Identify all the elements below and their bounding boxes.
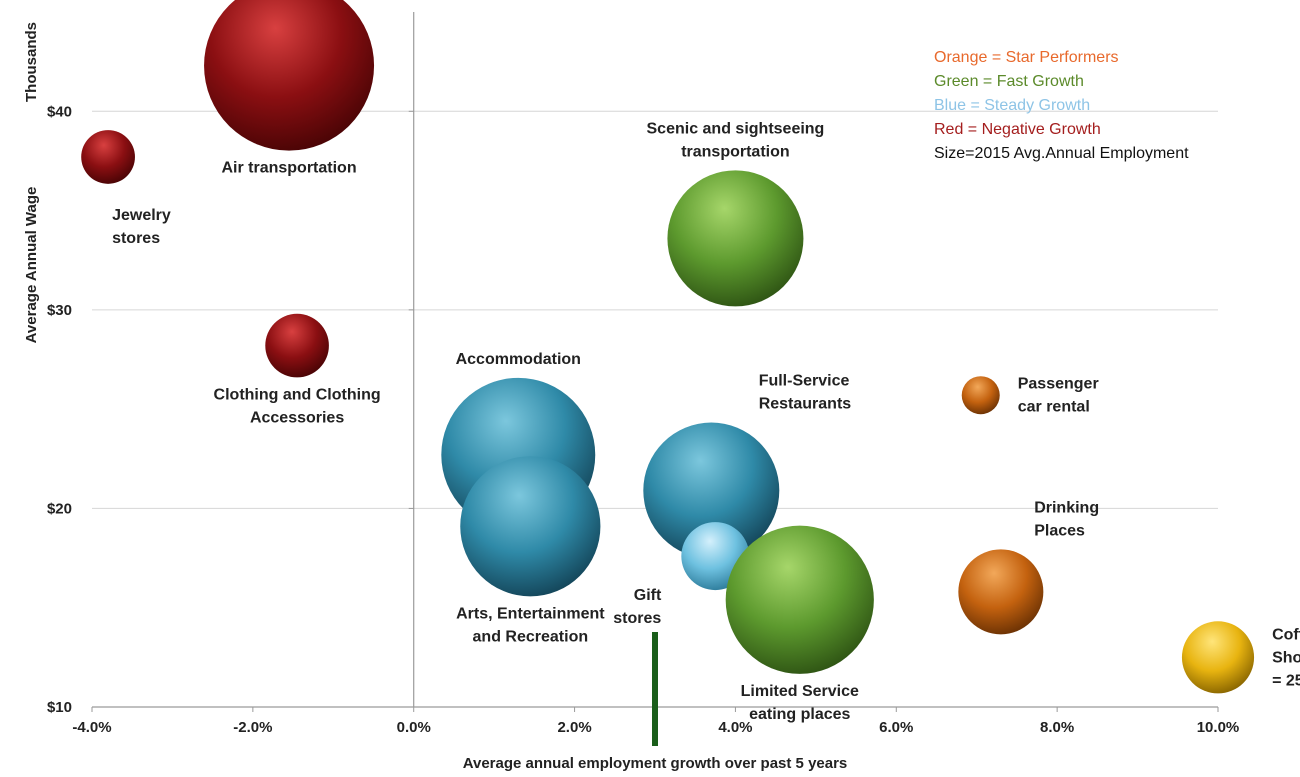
x-tick-label: 2.0% bbox=[557, 719, 591, 736]
bubble-label: Jewelry bbox=[112, 207, 171, 224]
legend-item: Size=2015 Avg.Annual Employment bbox=[934, 145, 1189, 162]
bubble-label: car rental bbox=[1018, 399, 1090, 416]
y-tick-label: $20 bbox=[47, 500, 72, 517]
bubble bbox=[460, 456, 601, 597]
x-axis-title: Average annual employment growth over pa… bbox=[463, 755, 848, 772]
bubble bbox=[725, 525, 874, 674]
bubble bbox=[1181, 621, 1255, 694]
bubble-label: Gift bbox=[634, 587, 662, 604]
x-tick-label: -4.0% bbox=[72, 719, 111, 736]
bubble-label: stores bbox=[613, 610, 661, 627]
bubble-label: Clothing and Clothing bbox=[214, 386, 381, 403]
legend-item: Orange = Star Performers bbox=[934, 49, 1119, 66]
bubble-label: and Recreation bbox=[473, 628, 589, 645]
bubble-label: Restaurants bbox=[759, 396, 852, 413]
legend-item: Red = Negative Growth bbox=[934, 121, 1101, 138]
legend-item: Green = Fast Growth bbox=[934, 73, 1084, 90]
x-tick-label: 10.0% bbox=[1197, 719, 1240, 736]
legend: Orange = Star Performers Green = Fast Gro… bbox=[934, 49, 1189, 162]
x-tick-label: 8.0% bbox=[1040, 719, 1074, 736]
bubble-label: Drinking bbox=[1034, 499, 1099, 516]
bubble-label: Accessories bbox=[250, 409, 344, 426]
bubble bbox=[961, 376, 1000, 415]
bubble-label: Passenger bbox=[1018, 376, 1099, 393]
bubble bbox=[265, 313, 329, 378]
bubble-labels: Jewelry stores Air transportation Clothing … bbox=[112, 120, 1300, 723]
bubble-label: Scenic and sightseeing bbox=[647, 120, 825, 137]
bubble bbox=[81, 130, 135, 184]
bubble-label: Accommodation bbox=[456, 351, 581, 368]
bubble-label: Coffee bbox=[1272, 626, 1300, 643]
x-tick-label: 4.0% bbox=[718, 719, 752, 736]
bubble-label: Places bbox=[1034, 522, 1085, 539]
y-tick-label: $40 bbox=[47, 103, 72, 120]
bubble-label: Full-Service bbox=[759, 373, 850, 390]
y-tick-label: $10 bbox=[47, 699, 72, 716]
bubble-label: transportation bbox=[681, 143, 789, 160]
y-tick-label: $30 bbox=[47, 302, 72, 319]
y-axis-unit: Thousands bbox=[23, 22, 40, 102]
bubble-label: eating places bbox=[749, 706, 850, 723]
bubble-label: Arts, Entertainment bbox=[456, 605, 605, 622]
bubble-label: stores bbox=[112, 230, 160, 247]
y-axis-title: Average Annual Wage bbox=[23, 187, 40, 344]
bubble-label: = 25% bbox=[1272, 672, 1300, 689]
bubble bbox=[204, 0, 375, 151]
bubble-label: Shops bbox=[1272, 649, 1300, 666]
bubbles bbox=[81, 0, 1255, 694]
bubble bbox=[643, 422, 780, 559]
x-tick-label: -2.0% bbox=[233, 719, 272, 736]
bubble bbox=[667, 170, 804, 307]
bubble bbox=[958, 549, 1044, 635]
bubble-label: Limited Service bbox=[741, 683, 859, 700]
bubble-label: Air transportation bbox=[221, 160, 356, 177]
legend-item: Blue = Steady Growth bbox=[934, 97, 1090, 114]
x-tick-label: 0.0% bbox=[397, 719, 431, 736]
x-tick-label: 6.0% bbox=[879, 719, 913, 736]
